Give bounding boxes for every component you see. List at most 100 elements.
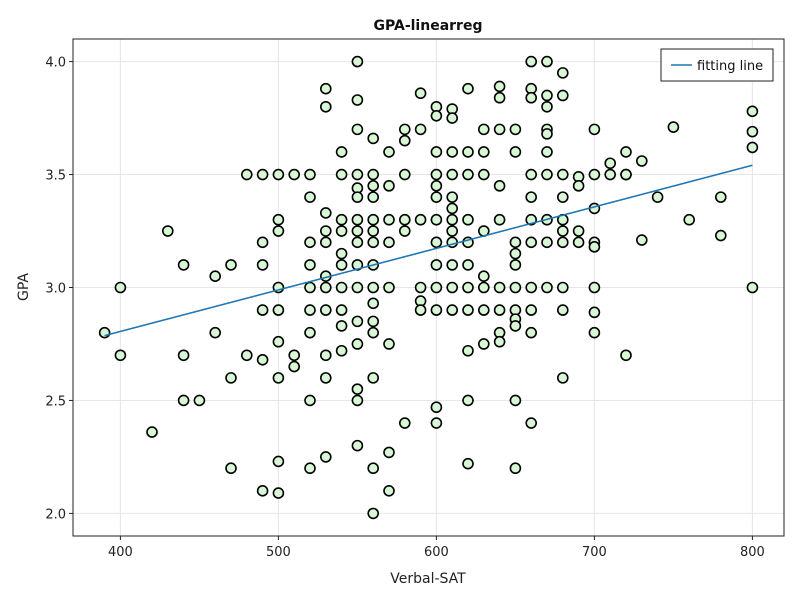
data-point [462, 259, 474, 271]
data-point [351, 338, 364, 350]
data-point [541, 236, 553, 249]
data-point [351, 383, 364, 395]
data-point [209, 270, 221, 283]
data-point [493, 80, 506, 93]
data-point [367, 191, 380, 203]
data-point [509, 462, 522, 475]
data-point [225, 259, 237, 271]
data-point [430, 168, 443, 181]
data-point [398, 417, 411, 429]
data-point [367, 180, 380, 192]
data-point [304, 191, 316, 203]
data-point [367, 236, 380, 249]
data-point [351, 225, 364, 237]
data-point [304, 462, 316, 475]
data-point [509, 394, 522, 407]
data-point [462, 344, 474, 357]
data-point [477, 146, 490, 158]
data-point [556, 67, 569, 79]
data-point [493, 91, 506, 104]
data-point [272, 304, 285, 316]
data-point [430, 180, 443, 192]
data-point [256, 168, 269, 181]
data-point [620, 146, 632, 158]
data-point [304, 281, 316, 294]
data-point [209, 326, 221, 339]
data-point [288, 349, 301, 362]
data-point [177, 394, 190, 407]
data-point [114, 349, 127, 362]
data-point [256, 485, 269, 497]
data-point [493, 213, 506, 226]
data-point [588, 326, 601, 339]
data-point [383, 338, 395, 350]
data-point [430, 401, 443, 414]
data-point [667, 121, 680, 133]
data-point [714, 191, 727, 203]
data-point [462, 304, 474, 316]
data-point [272, 225, 285, 237]
data-point [367, 372, 380, 384]
data-point [367, 326, 380, 339]
data-point [525, 55, 538, 68]
data-point [541, 281, 553, 294]
data-point [556, 89, 569, 102]
data-point [351, 213, 364, 226]
data-point [714, 229, 727, 242]
data-point [541, 128, 553, 140]
data-point [304, 168, 316, 181]
data-point [635, 155, 648, 167]
data-point [541, 146, 553, 158]
data-point [351, 123, 364, 136]
data-point [509, 320, 522, 332]
data-point [367, 297, 380, 310]
data-point [351, 168, 364, 181]
data-point [367, 213, 380, 226]
x-tick-label: 800 [740, 545, 765, 560]
data-point [319, 236, 332, 249]
data-point [746, 141, 759, 154]
data-point [509, 123, 522, 136]
data-point [335, 320, 348, 332]
data-point [635, 234, 648, 246]
data-point [241, 168, 253, 181]
data-point [256, 304, 269, 316]
data-point [256, 236, 269, 249]
data-point [114, 281, 127, 294]
data-point [446, 304, 459, 316]
data-point [351, 236, 364, 249]
data-point [462, 213, 474, 226]
data-point [319, 304, 332, 316]
data-point [477, 270, 490, 283]
data-point [493, 281, 506, 294]
data-point [525, 326, 538, 339]
data-point [351, 315, 364, 328]
data-point [335, 281, 348, 294]
data-point [541, 168, 553, 181]
data-point [335, 146, 348, 158]
scatter-points [98, 55, 759, 520]
data-point [572, 225, 585, 237]
data-point [430, 146, 443, 158]
fitting-line-group [104, 164, 753, 337]
data-point [351, 94, 364, 106]
data-point [588, 281, 601, 294]
data-point [525, 304, 538, 316]
data-point [351, 55, 364, 68]
data-point [604, 168, 617, 181]
data-point [256, 259, 269, 271]
y-tick-label: 3.5 [45, 169, 66, 184]
data-point [446, 191, 459, 203]
data-point [351, 281, 364, 294]
data-point [367, 315, 380, 328]
data-point [477, 281, 490, 294]
data-point [509, 281, 522, 294]
data-point [225, 372, 237, 384]
chart-title: GPA-linearreg [374, 18, 483, 34]
data-point [272, 372, 285, 384]
x-tick-label: 700 [582, 545, 607, 560]
data-point [335, 247, 348, 260]
x-axis-ticks: 400 500 600 700 800 [108, 536, 765, 560]
data-point [430, 259, 443, 271]
